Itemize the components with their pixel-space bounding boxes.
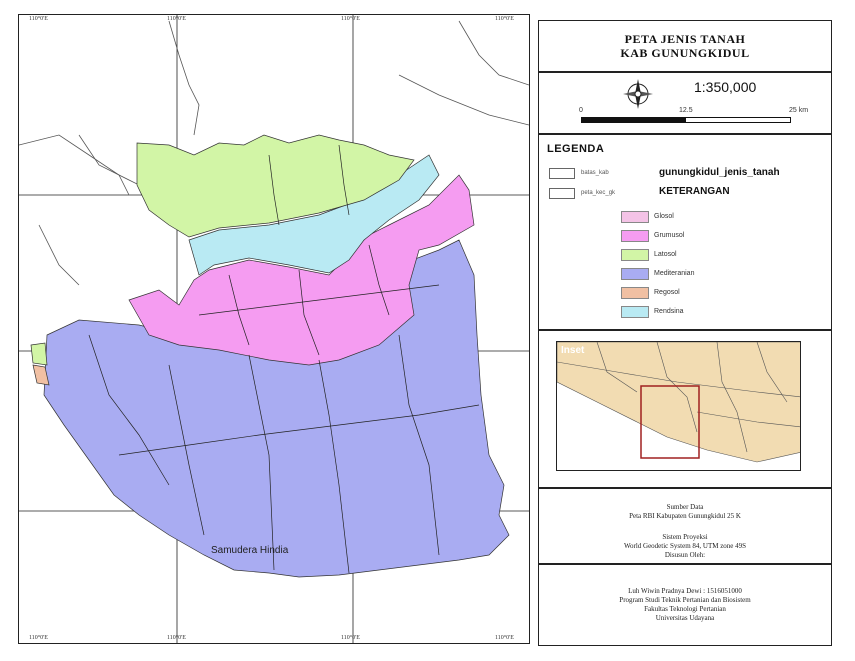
author-name: Luh Wiwin Pradnya Dewi : 1516051000 bbox=[628, 587, 742, 595]
soil-swatch bbox=[621, 268, 649, 280]
soil-label: Glosol bbox=[654, 213, 674, 220]
department: Program Studi Teknik Pertanian dan Biosi… bbox=[619, 596, 751, 604]
scale-label-mid: 12.5 bbox=[679, 107, 693, 114]
scale-ratio: 1:350,000 bbox=[694, 79, 757, 95]
soil-swatch bbox=[621, 211, 649, 223]
legend-layer-swatch bbox=[549, 188, 575, 199]
soil-region-regosol bbox=[32, 364, 50, 386]
scale-box: 1:350,000 0 12.5 25 km bbox=[538, 72, 832, 134]
legend-layer-title: gunungkidul_jenis_tanah bbox=[659, 167, 780, 178]
compiled-by: Disusun Oleh: bbox=[664, 551, 706, 559]
soil-label: Rendsina bbox=[654, 308, 684, 315]
soil-swatch bbox=[621, 306, 649, 318]
soil-swatch bbox=[621, 230, 649, 242]
inset-map: Inset bbox=[556, 341, 801, 471]
soil-region-latosol bbox=[136, 134, 415, 238]
outer-boundaries bbox=[19, 20, 529, 286]
legend-layer-label: peta_kec_gk bbox=[581, 190, 616, 196]
tick-label: 110°0'E bbox=[495, 635, 514, 641]
inset-extent-box bbox=[640, 385, 700, 459]
university: Universitas Udayana bbox=[655, 614, 715, 622]
legend-layer-label: batas_kab bbox=[581, 170, 609, 176]
soil-swatch bbox=[621, 249, 649, 261]
legend-box: LEGENDA batas_kab gunungkidul_jenis_tana… bbox=[538, 134, 832, 330]
soil-label: Mediteranian bbox=[654, 270, 695, 277]
legend-layer-swatch bbox=[549, 168, 575, 179]
district-boundaries bbox=[88, 144, 480, 574]
source-text: Peta RBI Kabupaten Gunungkidul 25 K bbox=[629, 512, 741, 520]
map-title-line1: PETA JENIS TANAH bbox=[624, 32, 746, 46]
soil-label: Grumusol bbox=[654, 232, 685, 239]
scale-label-start: 0 bbox=[579, 107, 583, 114]
soil-region-rendsina bbox=[188, 154, 440, 276]
tick-label: 110°0'E bbox=[495, 16, 514, 22]
projection-heading: Sistem Proyeksi bbox=[662, 533, 708, 541]
tick-label: 110°0'E bbox=[167, 635, 186, 641]
map-title-line2: KAB GUNUNGKIDUL bbox=[620, 46, 750, 60]
sea-label: Samudera Hindia bbox=[211, 545, 289, 556]
soil-label: Latosol bbox=[654, 251, 677, 258]
tick-label: 110°0'E bbox=[29, 16, 48, 22]
inset-label: Inset bbox=[561, 345, 585, 356]
soil-map bbox=[19, 15, 529, 643]
source-heading: Sumber Data bbox=[666, 503, 704, 511]
soil-region-grumusol bbox=[128, 174, 475, 366]
soil-region-latosol-west bbox=[30, 342, 48, 366]
soil-swatch bbox=[621, 287, 649, 299]
title-box: PETA JENIS TANAH KAB GUNUNGKIDUL bbox=[538, 20, 832, 72]
compass-icon bbox=[623, 79, 653, 109]
credit-box: Luh Wiwin Pradnya Dewi : 1516051000 Prog… bbox=[538, 564, 832, 646]
inset-svg bbox=[557, 342, 800, 470]
legend-keterangan: KETERANGAN bbox=[659, 186, 730, 197]
tick-label: 110°0'E bbox=[341, 16, 360, 22]
tick-label: 110°0'E bbox=[167, 16, 186, 22]
map-frame: 110°0'E 110°0'E 110°0'E 110°0'E 110°0'E … bbox=[18, 14, 530, 644]
tick-label: 110°0'E bbox=[29, 635, 48, 641]
tick-label: 110°0'E bbox=[341, 635, 360, 641]
soil-label: Regosol bbox=[654, 289, 680, 296]
scale-label-end: 25 km bbox=[789, 107, 809, 114]
faculty: Fakultas Teknologi Pertanian bbox=[644, 605, 726, 613]
inset-box: Inset bbox=[538, 330, 832, 488]
source-box: Sumber Data Peta RBI Kabupaten Gunungkid… bbox=[538, 488, 832, 564]
projection-text: World Geodetic System 84, UTM zone 49S bbox=[623, 542, 747, 550]
scale-bar bbox=[581, 117, 791, 123]
legend-title: LEGENDA bbox=[547, 143, 605, 155]
